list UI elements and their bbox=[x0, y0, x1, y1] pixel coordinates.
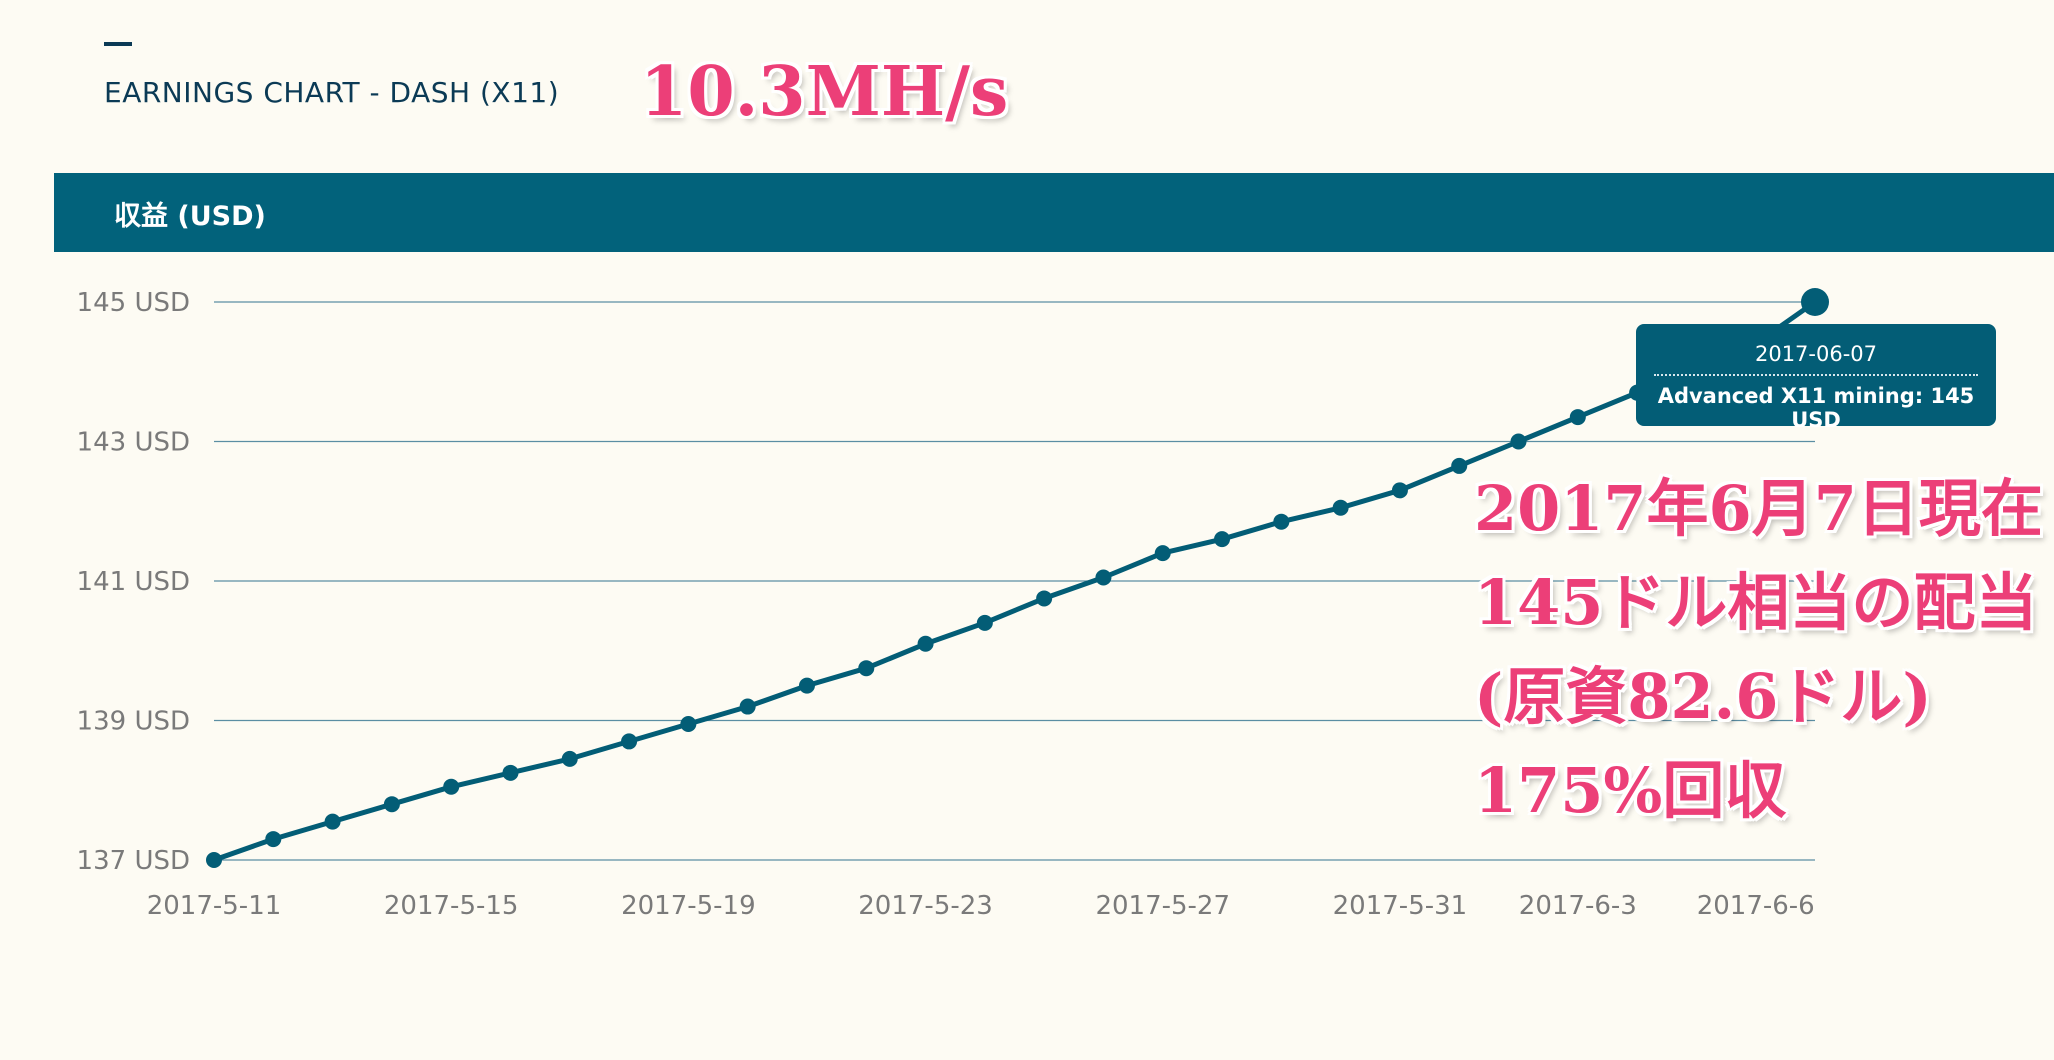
x-tick-label: 2017-6-3 bbox=[1519, 891, 1637, 921]
chart-header-label: 収益 (USD) bbox=[114, 201, 266, 232]
data-point bbox=[680, 715, 697, 732]
data-point bbox=[324, 813, 341, 830]
data-point bbox=[265, 831, 282, 848]
data-point bbox=[206, 852, 222, 868]
x-tick-label: 2017-5-19 bbox=[621, 891, 756, 921]
title-dash-mark bbox=[104, 42, 132, 46]
data-point bbox=[383, 796, 400, 813]
data-point bbox=[739, 698, 756, 715]
chart-header-bar: 収益 (USD) bbox=[54, 173, 2054, 252]
x-tick-label: 2017-5-15 bbox=[384, 891, 519, 921]
series-line bbox=[211, 299, 1818, 863]
x-tick-label: 2017-5-11 bbox=[147, 891, 282, 921]
y-tick-label: 141 USD bbox=[77, 567, 190, 597]
page-title: EARNINGS CHART - DASH (X11) bbox=[104, 76, 560, 109]
data-point bbox=[561, 750, 578, 767]
data-point bbox=[1214, 531, 1231, 548]
data-point bbox=[1095, 569, 1112, 586]
data-point bbox=[1036, 590, 1053, 607]
data-point bbox=[1451, 457, 1468, 474]
data-point bbox=[1154, 545, 1171, 562]
data-point bbox=[1510, 433, 1527, 450]
data-point bbox=[858, 660, 875, 677]
data-point bbox=[1569, 409, 1586, 426]
x-tick-label: 2017-5-23 bbox=[858, 891, 993, 921]
tooltip-value: Advanced X11 mining: 145 USD bbox=[1657, 384, 1975, 432]
x-tick-label: 2017-5-27 bbox=[1095, 891, 1230, 921]
y-tick-label: 145 USD bbox=[77, 288, 190, 318]
data-point bbox=[798, 677, 815, 694]
note-line-date: 2017年6月7日現在 bbox=[1474, 472, 2043, 545]
x-tick-label: 2017-5-31 bbox=[1333, 891, 1468, 921]
hashrate-annotation: 10.3MH/s bbox=[640, 52, 1009, 132]
highlighted-data-point bbox=[1801, 288, 1829, 316]
data-point bbox=[1391, 482, 1408, 499]
chart-tooltip: 2017-06-07 Advanced X11 mining: 145 USD bbox=[1636, 324, 1996, 432]
data-point bbox=[1273, 513, 1290, 530]
tooltip-date: 2017-06-07 bbox=[1754, 342, 1878, 366]
tooltip-separator bbox=[1654, 374, 1978, 376]
annotation-notes: 2017年6月7日現在 145ドル相当の配当 (原資82.6ドル) 175%回収 bbox=[1474, 462, 2043, 838]
x-tick-label: 2017-6-6 bbox=[1697, 891, 1815, 921]
y-tick-label: 139 USD bbox=[77, 707, 190, 737]
y-tick-label: 143 USD bbox=[77, 428, 190, 458]
data-point bbox=[1332, 499, 1349, 516]
data-point bbox=[443, 778, 460, 795]
data-point bbox=[976, 614, 993, 631]
data-point bbox=[621, 733, 638, 750]
note-line-earnings: 145ドル相当の配当 bbox=[1474, 566, 2038, 639]
y-tick-label: 137 USD bbox=[77, 846, 190, 876]
data-point bbox=[502, 764, 519, 781]
data-point bbox=[917, 635, 934, 652]
note-line-recovery: 175%回収 bbox=[1474, 754, 1787, 827]
note-line-principal: (原資82.6ドル) bbox=[1474, 660, 1932, 733]
